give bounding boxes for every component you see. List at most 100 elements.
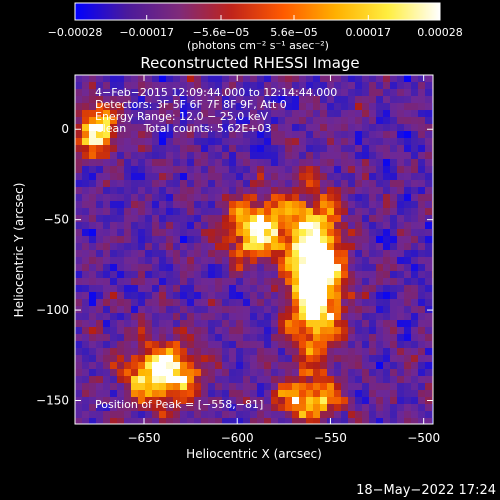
heatmap-pixel [285, 75, 292, 82]
heatmap-pixel [187, 404, 194, 411]
heatmap-pixel [82, 215, 89, 222]
heatmap-pixel [334, 82, 341, 89]
heatmap-pixel [418, 334, 425, 341]
heatmap-pixel [264, 75, 271, 82]
heatmap-pixel [397, 404, 404, 411]
heatmap-pixel [208, 229, 215, 236]
heatmap-pixel [208, 215, 215, 222]
heatmap-pixel [124, 285, 131, 292]
heatmap-pixel [390, 369, 397, 376]
heatmap-pixel [418, 138, 425, 145]
heatmap-pixel [222, 271, 229, 278]
heatmap-pixel [187, 89, 194, 96]
heatmap-pixel [110, 187, 117, 194]
heatmap-pixel [243, 362, 250, 369]
heatmap-pixel [369, 201, 376, 208]
heatmap-pixel [348, 299, 355, 306]
heatmap-pixel [250, 187, 257, 194]
heatmap-pixel [173, 75, 180, 82]
heatmap-pixel [117, 397, 124, 404]
heatmap-pixel [75, 110, 82, 117]
heatmap-pixel [271, 208, 278, 215]
heatmap-pixel [75, 82, 82, 89]
heatmap-pixel [82, 411, 89, 418]
heatmap-pixel [215, 243, 222, 250]
heatmap-pixel [166, 341, 173, 348]
heatmap-pixel [138, 362, 145, 369]
heatmap-pixel [292, 215, 299, 222]
heatmap-pixel [341, 138, 348, 145]
heatmap-pixel [236, 369, 243, 376]
heatmap-pixel [117, 222, 124, 229]
heatmap-pixel [257, 222, 264, 229]
heatmap-pixel [320, 138, 327, 145]
heatmap-pixel [131, 348, 138, 355]
heatmap-pixel [82, 264, 89, 271]
heatmap-pixel [271, 334, 278, 341]
heatmap-pixel [96, 215, 103, 222]
heatmap-pixel [306, 243, 313, 250]
heatmap-pixel [320, 397, 327, 404]
heatmap-pixel [194, 397, 201, 404]
heatmap-pixel [243, 264, 250, 271]
heatmap-pixel [96, 96, 103, 103]
heatmap-pixel [138, 215, 145, 222]
heatmap-pixel [404, 362, 411, 369]
heatmap-pixel [131, 327, 138, 334]
heatmap-pixel [334, 376, 341, 383]
heatmap-pixel [222, 103, 229, 110]
heatmap-pixel [362, 411, 369, 418]
heatmap-pixel [425, 327, 432, 334]
heatmap-pixel [75, 201, 82, 208]
heatmap-pixel [117, 278, 124, 285]
heatmap-pixel [138, 75, 145, 82]
heatmap-pixel [222, 404, 229, 411]
heatmap-pixel [292, 285, 299, 292]
heatmap-pixel [145, 82, 152, 89]
heatmap-pixel [82, 145, 89, 152]
heatmap-pixel [397, 376, 404, 383]
heatmap-pixel [75, 411, 82, 418]
heatmap-pixel [229, 271, 236, 278]
heatmap-pixel [103, 201, 110, 208]
heatmap-pixel [292, 201, 299, 208]
heatmap-pixel [173, 341, 180, 348]
heatmap-pixel [404, 145, 411, 152]
heatmap-pixel [138, 257, 145, 264]
heatmap-pixel [404, 250, 411, 257]
heatmap-pixel [425, 96, 432, 103]
heatmap-pixel [173, 264, 180, 271]
heatmap-pixel [201, 222, 208, 229]
heatmap-pixel [383, 138, 390, 145]
heatmap-pixel [103, 215, 110, 222]
heatmap-pixel [404, 397, 411, 404]
heatmap-pixel [257, 376, 264, 383]
heatmap-pixel [264, 404, 271, 411]
heatmap-pixel [271, 397, 278, 404]
heatmap-pixel [215, 96, 222, 103]
heatmap-pixel [138, 271, 145, 278]
heatmap-pixel [271, 187, 278, 194]
heatmap-pixel [285, 369, 292, 376]
heatmap-pixel [390, 362, 397, 369]
heatmap-pixel [418, 222, 425, 229]
heatmap-pixel [390, 341, 397, 348]
heatmap-pixel [208, 236, 215, 243]
heatmap-pixel [250, 313, 257, 320]
heatmap-pixel [404, 201, 411, 208]
heatmap-pixel [334, 299, 341, 306]
heatmap-pixel [348, 348, 355, 355]
heatmap-pixel [397, 285, 404, 292]
heatmap-pixel [215, 320, 222, 327]
heatmap-pixel [89, 390, 96, 397]
heatmap-pixel [369, 222, 376, 229]
heatmap-pixel [411, 180, 418, 187]
heatmap-pixel [145, 376, 152, 383]
heatmap-pixel [96, 250, 103, 257]
heatmap-pixel [320, 110, 327, 117]
heatmap-pixel [418, 187, 425, 194]
heatmap-pixel [159, 131, 166, 138]
heatmap-pixel [124, 187, 131, 194]
heatmap-pixel [271, 159, 278, 166]
heatmap-pixel [159, 117, 166, 124]
